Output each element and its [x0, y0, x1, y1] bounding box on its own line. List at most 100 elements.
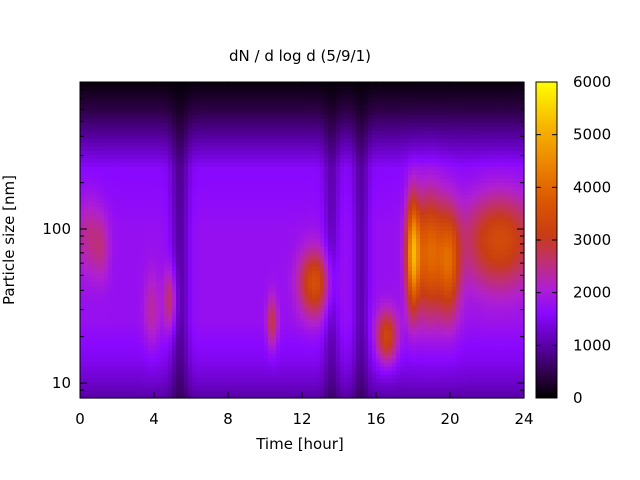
heatmap-cell: [256, 322, 261, 327]
heatmap-cell: [328, 110, 333, 115]
heatmap-cell: [224, 246, 229, 251]
heatmap-cell: [292, 282, 297, 287]
heatmap-cell: [248, 194, 253, 199]
heatmap-cell: [260, 158, 265, 163]
heatmap-cell: [104, 102, 109, 107]
heatmap-cell: [156, 378, 161, 383]
heatmap-cell: [96, 186, 101, 191]
heatmap-cell: [136, 158, 141, 163]
heatmap-cell: [276, 158, 281, 163]
heatmap-cell: [296, 330, 301, 335]
heatmap-cell: [304, 206, 309, 211]
heatmap-cell: [108, 238, 113, 243]
heatmap-cell: [80, 378, 85, 383]
heatmap-cell: [192, 362, 197, 367]
heatmap-cell: [240, 102, 245, 107]
heatmap-cell: [172, 302, 177, 307]
heatmap-cell: [316, 282, 321, 287]
heatmap-cell: [172, 282, 177, 287]
heatmap-cell: [80, 374, 85, 379]
heatmap-cell: [320, 374, 325, 379]
heatmap-cell: [164, 214, 169, 219]
heatmap-cell: [112, 174, 117, 179]
heatmap-cell: [92, 306, 97, 311]
heatmap-cell: [224, 338, 229, 343]
heatmap-cell: [288, 222, 293, 227]
heatmap-cell: [148, 198, 153, 203]
heatmap-cell: [276, 190, 281, 195]
heatmap-cell: [112, 326, 117, 331]
heatmap-cell: [220, 110, 225, 115]
heatmap-cell: [148, 142, 153, 147]
heatmap-cell: [192, 146, 197, 151]
heatmap-cell: [124, 366, 129, 371]
heatmap-cell: [160, 138, 165, 143]
heatmap-cell: [244, 322, 249, 327]
heatmap-cell: [264, 194, 269, 199]
heatmap-cell: [100, 274, 105, 279]
heatmap-cell: [324, 94, 329, 99]
heatmap-cell: [184, 110, 189, 115]
heatmap-cell: [84, 130, 89, 135]
heatmap-cell: [224, 266, 229, 271]
heatmap-cell: [296, 102, 301, 107]
heatmap-cell: [88, 182, 93, 187]
heatmap-cell: [244, 366, 249, 371]
heatmap-cell: [184, 114, 189, 119]
heatmap-cell: [212, 226, 217, 231]
heatmap-cell: [132, 326, 137, 331]
heatmap-cell: [200, 282, 205, 287]
heatmap-cell: [132, 186, 137, 191]
heatmap-cell: [116, 206, 121, 211]
heatmap-cell: [280, 266, 285, 271]
heatmap-cell: [184, 354, 189, 359]
heatmap-cell: [272, 270, 277, 275]
heatmap-cell: [232, 362, 237, 367]
heatmap-cell: [220, 330, 225, 335]
heatmap-cell: [316, 334, 321, 339]
heatmap-cell: [288, 338, 293, 343]
heatmap-cell: [172, 246, 177, 251]
heatmap-cell: [128, 98, 133, 103]
heatmap-cell: [208, 262, 213, 267]
heatmap-cell: [264, 230, 269, 235]
heatmap-cell: [88, 222, 93, 227]
heatmap-cell: [140, 122, 145, 127]
heatmap-cell: [324, 154, 329, 159]
heatmap-cell: [212, 246, 217, 251]
heatmap-cell: [104, 198, 109, 203]
heatmap-cell: [144, 94, 149, 99]
heatmap-cell: [220, 338, 225, 343]
heatmap-cell: [104, 206, 109, 211]
heatmap-cell: [268, 210, 273, 215]
heatmap-cell: [300, 382, 305, 387]
heatmap-cell: [280, 126, 285, 131]
heatmap-cell: [324, 114, 329, 119]
heatmap-cell: [164, 162, 169, 167]
heatmap-cell: [156, 254, 161, 259]
heatmap-cell: [280, 282, 285, 287]
heatmap-cell: [92, 134, 97, 139]
heatmap-cell: [116, 350, 121, 355]
heatmap-cell: [128, 218, 133, 223]
heatmap-cell: [220, 294, 225, 299]
heatmap-cell: [108, 210, 113, 215]
heatmap-cell: [100, 238, 105, 243]
heatmap-cell: [152, 306, 157, 311]
heatmap-cell: [208, 138, 213, 143]
heatmap-cell: [272, 154, 277, 159]
heatmap-cell: [272, 142, 277, 147]
heatmap-cell: [176, 246, 181, 251]
heatmap-cell: [304, 286, 309, 291]
heatmap-cell: [180, 254, 185, 259]
heatmap-cell: [288, 242, 293, 247]
heatmap-cell: [180, 314, 185, 319]
heatmap-cell: [232, 210, 237, 215]
heatmap-cell: [212, 118, 217, 123]
heatmap-cell: [92, 286, 97, 291]
heatmap-cell: [236, 118, 241, 123]
heatmap-cell: [80, 190, 85, 195]
heatmap-cell: [288, 346, 293, 351]
heatmap-cell: [88, 210, 93, 215]
heatmap-cell: [208, 358, 213, 363]
